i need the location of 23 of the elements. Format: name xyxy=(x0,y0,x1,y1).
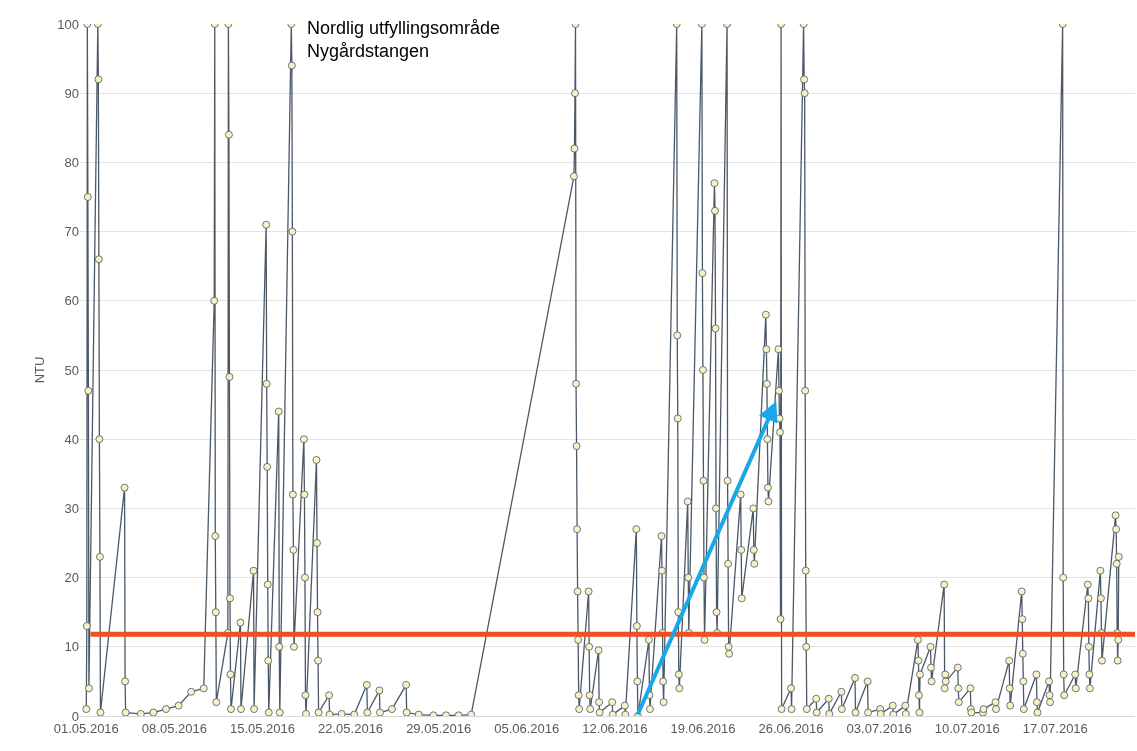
y-tick-label: 60 xyxy=(64,293,79,309)
y-tick-label: 90 xyxy=(64,85,79,101)
y-tick-label: 100 xyxy=(57,16,79,32)
x-tick-label: 10.07.2016 xyxy=(934,720,1000,736)
x-tick-label: 03.07.2016 xyxy=(846,720,912,736)
y-tick-label: 80 xyxy=(64,154,79,170)
y-tick-label: 10 xyxy=(64,639,79,655)
y-axis-title: NTU xyxy=(32,356,47,384)
x-tick-label: 19.06.2016 xyxy=(670,720,736,736)
x-tick-label: 17.07.2016 xyxy=(1022,720,1088,736)
x-tick-label: 15.05.2016 xyxy=(229,720,296,736)
y-tick-label: 30 xyxy=(64,500,79,516)
y-tick-label: 40 xyxy=(64,431,79,447)
chart-title: Nordlig utfyllingsområde Nygårdstangen xyxy=(306,17,501,62)
x-tick-label: 05.06.2016 xyxy=(494,720,560,736)
x-tick-label: 22.05.2016 xyxy=(318,720,384,736)
x-tick-label: 26.06.2016 xyxy=(758,720,824,736)
x-tick-label: 12.06.2016 xyxy=(582,720,648,736)
y-tick-label: 70 xyxy=(64,224,79,240)
x-tick-label: 29.05.2016 xyxy=(406,720,472,736)
y-tick-label: 20 xyxy=(64,570,79,586)
x-tick-label: 08.05.2016 xyxy=(141,720,207,736)
y-tick-label: 50 xyxy=(64,362,79,378)
